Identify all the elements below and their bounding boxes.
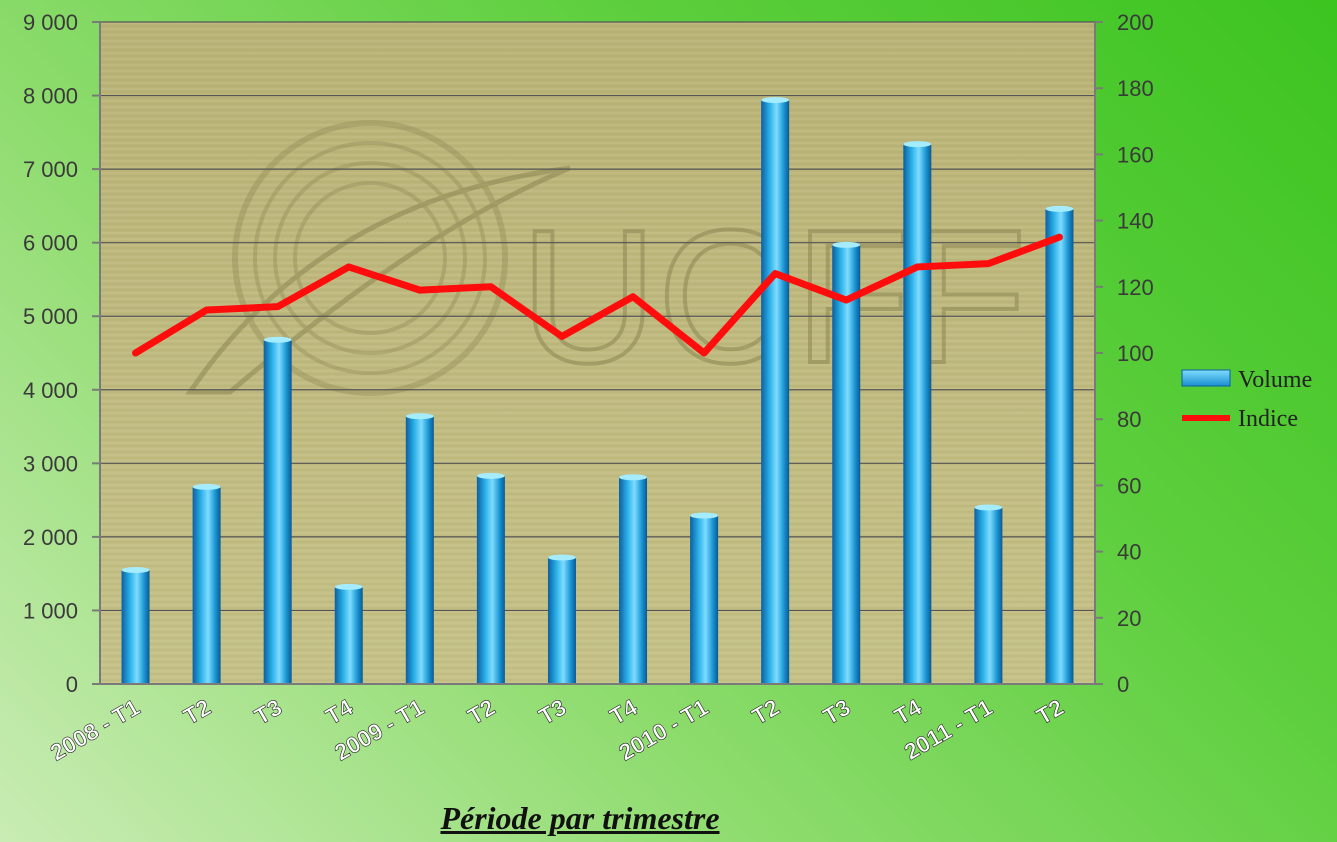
left-tick-label: 7 000 <box>23 157 78 182</box>
right-tick-label: 80 <box>1117 407 1141 432</box>
x-tick-label: T3 <box>534 694 570 730</box>
right-axis-ticks: 0 20 40 60 80 100 120 140 160 180 200 <box>1095 10 1154 697</box>
right-tick-label: 40 <box>1117 540 1141 565</box>
x-tick-label: T2 <box>1032 694 1068 730</box>
indice-line <box>132 233 1063 357</box>
left-tick-label: 0 <box>66 672 78 697</box>
left-tick-label: 4 000 <box>23 378 78 403</box>
bar-volume-cap <box>1045 205 1074 212</box>
legend-item-indice: Indice <box>1182 406 1298 432</box>
volume-bars <box>121 96 1074 685</box>
x-tick-label: T3 <box>250 694 286 730</box>
bar-volume-cap <box>263 336 292 343</box>
bar-volume <box>121 569 150 684</box>
bar-volume-cap <box>547 554 576 561</box>
x-tick-label: T4 <box>321 694 357 730</box>
bar-volume-cap <box>832 241 861 248</box>
x-tick-label: T4 <box>605 694 641 730</box>
bar-volume <box>263 339 292 684</box>
right-tick-label: 20 <box>1117 606 1141 631</box>
bar-volume <box>405 416 434 684</box>
legend-item-volume: Volume <box>1181 367 1312 393</box>
right-tick-label: 160 <box>1117 142 1154 167</box>
bar-volume-cap <box>903 141 932 148</box>
x-axis-title: Période par trimestre <box>440 800 720 836</box>
right-tick-label: 180 <box>1117 76 1154 101</box>
x-tick-label: T3 <box>819 694 855 730</box>
bar-volume-cap <box>974 504 1003 511</box>
legend: Volume Indice <box>1181 367 1312 432</box>
bar-volume-cap <box>121 566 150 573</box>
left-tick-label: 1 000 <box>23 598 78 623</box>
right-tick-label: 100 <box>1117 341 1154 366</box>
bar-volume-cap <box>619 474 648 481</box>
left-tick-label: 9 000 <box>23 10 78 35</box>
bar-volume-cap <box>334 583 363 590</box>
left-tick-label: 2 000 <box>23 525 78 550</box>
bar-volume-cap <box>690 512 719 519</box>
x-tick-label: T2 <box>747 694 783 730</box>
bar-volume <box>974 507 1003 684</box>
bar-volume <box>192 486 221 684</box>
bar-volume <box>334 586 363 684</box>
bar-volume-cap <box>476 472 505 479</box>
line-indice <box>132 233 1063 357</box>
bar-volume-cap <box>405 413 434 420</box>
legend-label-indice: Indice <box>1238 406 1298 432</box>
left-tick-label: 3 000 <box>23 451 78 476</box>
x-tick-label: 2008 - T1 <box>46 694 144 766</box>
bar-volume <box>547 557 576 684</box>
bar-volume-cap <box>192 483 221 490</box>
right-tick-label: 140 <box>1117 209 1154 234</box>
x-tick-label: T2 <box>463 694 499 730</box>
left-tick-label: 6 000 <box>23 231 78 256</box>
legend-swatch-volume <box>1181 369 1231 387</box>
left-tick-label: 5 000 <box>23 304 78 329</box>
bar-volume <box>832 244 861 684</box>
x-tick-label: T2 <box>179 694 215 730</box>
bar-volume-cap <box>761 96 790 103</box>
x-tick-label: T4 <box>890 694 926 730</box>
bar-volume <box>619 477 648 684</box>
bar-volume <box>761 99 790 685</box>
left-tick-label: 8 000 <box>23 84 78 109</box>
right-tick-label: 60 <box>1117 473 1141 498</box>
bar-volume <box>476 475 505 684</box>
left-axis-ticks: 0 1 000 2 000 3 000 4 000 5 000 6 000 7 000 8 00… <box>23 10 100 697</box>
bar-volume <box>903 144 932 684</box>
bar-volume <box>1045 208 1074 684</box>
right-tick-label: 200 <box>1117 10 1154 35</box>
right-tick-label: 120 <box>1117 275 1154 300</box>
right-tick-label: 0 <box>1117 672 1129 697</box>
bar-volume <box>690 515 719 684</box>
legend-label-volume: Volume <box>1238 367 1312 393</box>
